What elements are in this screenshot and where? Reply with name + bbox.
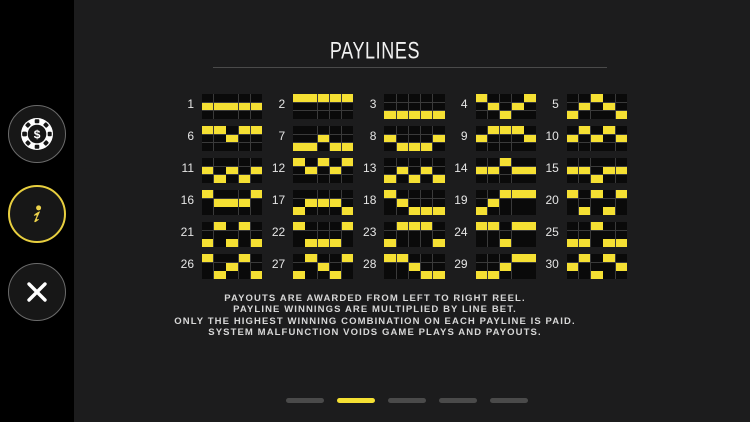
svg-text:$: $ (34, 127, 41, 141)
